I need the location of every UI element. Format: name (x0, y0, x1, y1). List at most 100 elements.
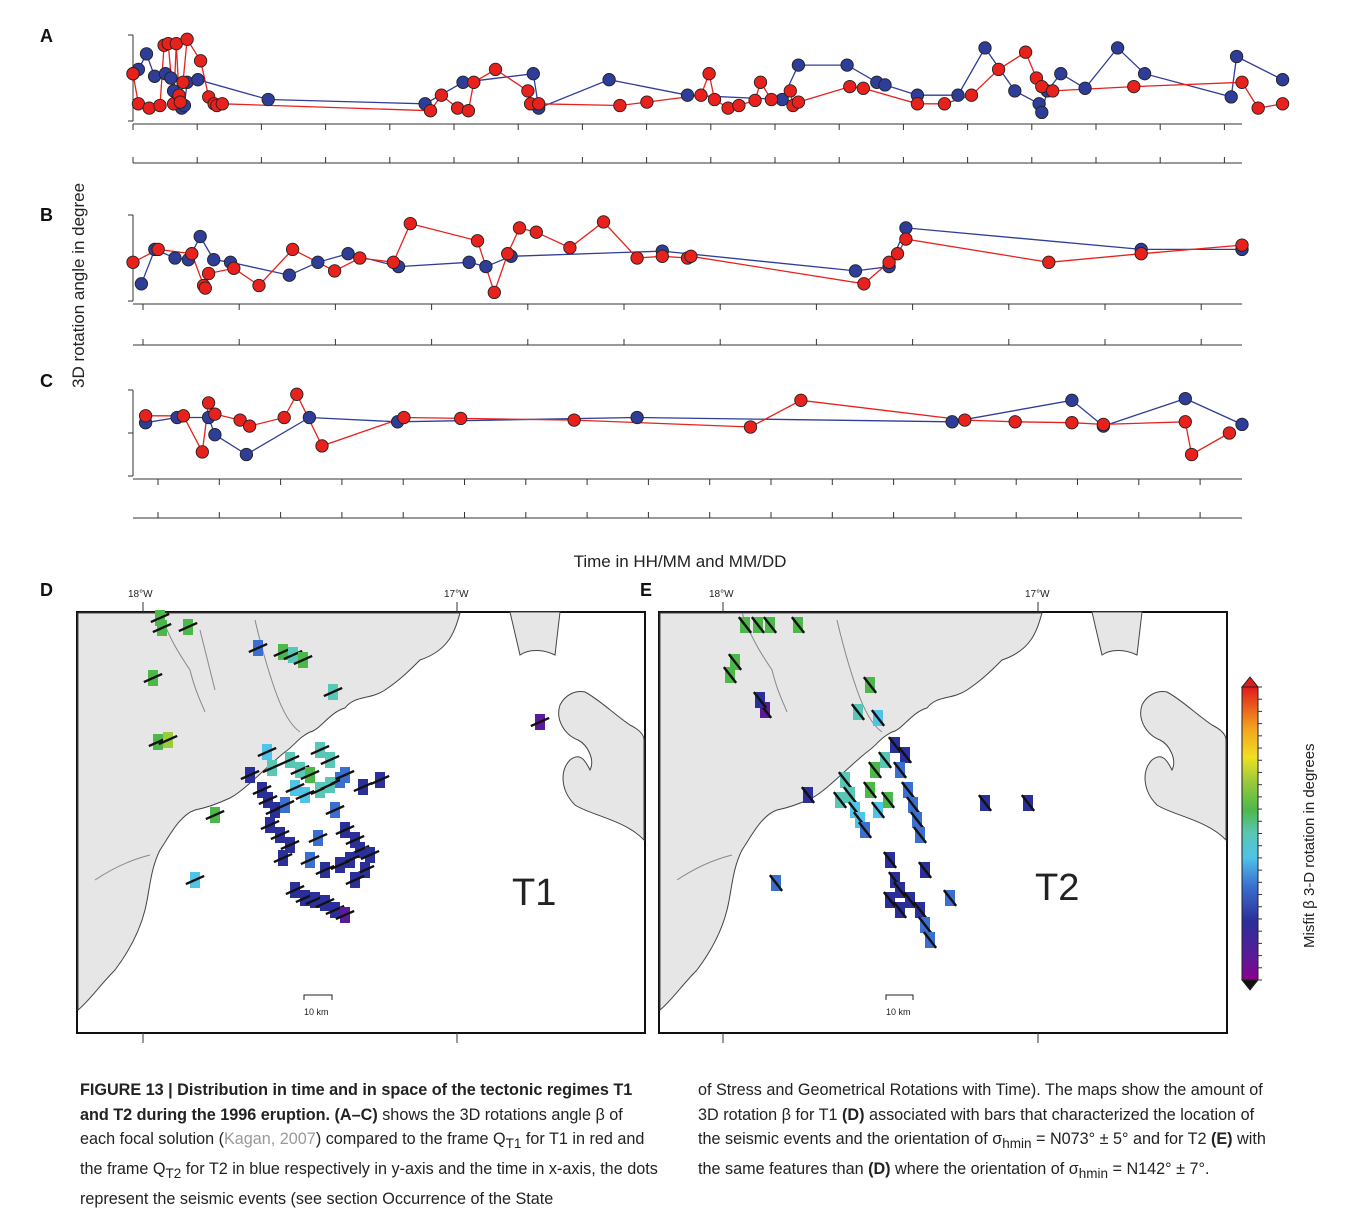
orientation-bar (315, 864, 335, 876)
data-point-t1 (285, 242, 300, 257)
data-point-t1 (327, 264, 342, 278)
data-point-t1 (176, 75, 190, 89)
data-point-t2 (1008, 84, 1022, 98)
orientation-bar (295, 789, 315, 801)
orientation-bar (158, 734, 178, 746)
caption-sub-t2: T2 (165, 1166, 182, 1182)
orientation-bar (353, 781, 373, 793)
data-point-t2 (1110, 41, 1125, 55)
data-point-t1 (613, 98, 627, 113)
map-e-title: T2 (1035, 867, 1079, 909)
data-point-t2 (951, 88, 965, 102)
orientation-bar (345, 834, 365, 846)
map-e-lake (1091, 611, 1143, 656)
orientation-bar (275, 799, 295, 811)
orientation-bar (258, 794, 278, 806)
orientation-bar (922, 931, 938, 949)
data-point-t1 (153, 98, 167, 113)
orientation-bar (750, 616, 766, 634)
caption-reference-link[interactable]: Kagan, 2007 (223, 1130, 316, 1149)
data-point-t1 (732, 98, 746, 113)
data-point-t2 (1065, 393, 1079, 407)
series-line-t2 (145, 397, 1243, 456)
data-point-t2 (239, 447, 254, 462)
data-point-t2 (848, 264, 863, 278)
data-point-t1 (684, 249, 698, 263)
caption-text-1: shows the 3D rotations angle β of each f… (80, 1105, 623, 1149)
data-point-t1 (208, 407, 222, 421)
panel-letter-e: E (640, 580, 652, 600)
colorbar: Misfit β 3-D rotation in degrees (1240, 676, 1318, 991)
caption-figure-label: FIGURE 13 | Distribution in time and in … (80, 1081, 633, 1124)
panel-letter-c: C (40, 371, 53, 391)
data-point-t1 (764, 92, 779, 107)
orientation-bar (150, 612, 170, 624)
data-point-t1 (142, 101, 156, 115)
orientation-bar (360, 849, 380, 861)
orientation-bar (870, 801, 886, 819)
data-point-t2 (282, 268, 296, 282)
data-point-t1 (454, 411, 468, 426)
data-point-t1 (753, 75, 768, 89)
map-d-river-3 (199, 629, 216, 691)
map-e-lon-18w: 18°W (709, 589, 734, 600)
data-point-t1 (783, 84, 797, 98)
panel-letter-a: A (40, 26, 53, 46)
caption-text-4: for T2 in blue respectively in y-axis an… (80, 1160, 658, 1208)
map-e-river-3 (676, 854, 733, 881)
orientation-bar (300, 769, 320, 781)
data-point-t2 (1137, 67, 1152, 81)
orientation-bar (260, 819, 280, 831)
data-point-t2 (978, 41, 992, 55)
orientation-bar (892, 761, 908, 779)
orientation-bar (837, 771, 853, 789)
orientation-bar (285, 884, 305, 896)
data-point-t1 (596, 215, 611, 229)
data-point-t1 (353, 251, 367, 265)
data-point-t2 (680, 88, 695, 102)
orientation-bar (790, 616, 806, 634)
data-point-t1 (563, 241, 577, 255)
data-point-t1 (403, 216, 417, 231)
orientation-bar (722, 666, 738, 684)
caption-sub-hmin: hmin (1002, 1136, 1032, 1152)
caption-text-3: for T1 in red and the frame Q (80, 1130, 645, 1179)
data-point-t1 (423, 104, 438, 118)
caption-text-5: of Stress and Geometrical Rotations with… (698, 1081, 1263, 1124)
data-point-t1 (227, 261, 241, 275)
panel-b (126, 214, 1249, 346)
data-point-t1 (964, 88, 979, 102)
data-point-t2 (139, 47, 154, 61)
data-point-t1 (1222, 426, 1237, 440)
data-point-t2 (878, 78, 892, 92)
orientation-bar (370, 774, 390, 786)
caption-sub-hmin-2: hmin (1078, 1166, 1108, 1182)
data-point-t2 (1235, 417, 1249, 432)
orientation-bar (335, 824, 355, 836)
orientation-bar (762, 616, 778, 634)
data-point-t2 (147, 69, 162, 83)
data-point-t2 (791, 58, 806, 72)
data-point-t1 (501, 247, 515, 261)
map-e-events (722, 616, 1036, 949)
orientation-bar (335, 769, 355, 781)
data-point-t1 (1042, 255, 1056, 269)
colorbar-title: Misfit β 3-D rotation in degrees (1301, 743, 1318, 948)
caption-right-column: of Stress and Geometrical Rotations with… (698, 1078, 1278, 1187)
data-point-t1 (487, 285, 501, 300)
orientation-bar (882, 851, 898, 869)
data-point-t2 (193, 229, 207, 244)
orientation-bar (257, 746, 277, 758)
orientation-bar (902, 891, 918, 909)
orientation-bar (887, 736, 903, 754)
data-point-t2 (840, 58, 854, 72)
orientation-bar (768, 874, 784, 892)
colorbar-bottom-arrow (1240, 979, 1260, 991)
data-point-t1 (791, 95, 806, 109)
orientation-bar (262, 762, 282, 774)
data-point-t1 (1235, 75, 1249, 89)
data-point-t2 (1275, 73, 1290, 87)
panel-c (128, 387, 1249, 519)
orientation-bar (912, 901, 928, 919)
orientation-bar (310, 744, 330, 756)
